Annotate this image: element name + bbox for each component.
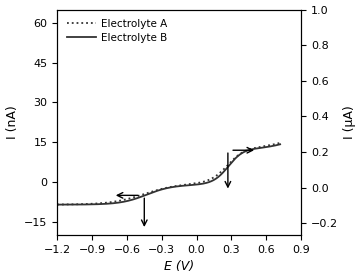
Electrolyte A: [172, 185, 177, 188]
Electrolyte B: [93, 203, 97, 206]
Electrolyte B: [278, 143, 282, 146]
Electrolyte B: [152, 190, 156, 194]
Electrolyte A: [93, 202, 97, 205]
Line: Electrolyte B: Electrolyte B: [57, 144, 280, 205]
Electrolyte A: [55, 203, 59, 206]
Electrolyte A: [85, 202, 89, 206]
Electrolyte B: [172, 185, 177, 188]
Electrolyte A: [278, 141, 282, 145]
Electrolyte A: [130, 196, 135, 199]
Electrolyte B: [130, 198, 135, 201]
Electrolyte A: [152, 189, 156, 193]
X-axis label: E (V): E (V): [164, 260, 194, 273]
Y-axis label: I (μA): I (μA): [344, 105, 357, 139]
Y-axis label: I (nA): I (nA): [5, 105, 18, 139]
Electrolyte B: [55, 203, 59, 206]
Electrolyte B: [85, 203, 89, 206]
Legend: Electrolyte A, Electrolyte B: Electrolyte A, Electrolyte B: [62, 15, 171, 47]
Electrolyte B: [177, 184, 181, 188]
Electrolyte A: [177, 184, 181, 187]
Line: Electrolyte A: Electrolyte A: [57, 143, 280, 205]
